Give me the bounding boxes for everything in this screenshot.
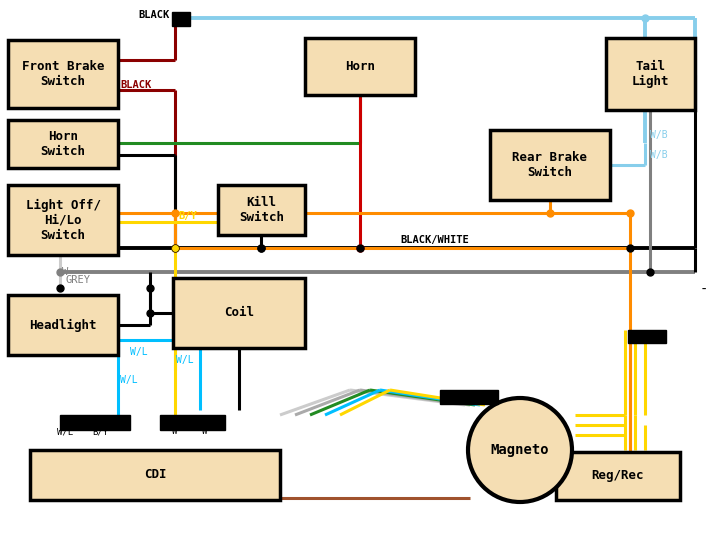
Bar: [628, 330, 666, 343]
Text: BLACK/WHITE: BLACK/WHITE: [400, 235, 469, 245]
Bar: [606, 38, 695, 110]
Text: W/L: W/L: [57, 428, 73, 436]
Text: Reg/Rec: Reg/Rec: [592, 470, 644, 483]
Bar: [8, 295, 118, 355]
Text: W: W: [62, 267, 68, 277]
Text: BLACK: BLACK: [120, 80, 151, 90]
Text: GREY: GREY: [65, 275, 90, 285]
Text: W/L: W/L: [120, 375, 138, 385]
Circle shape: [468, 398, 572, 502]
Text: Rear Brake
Switch: Rear Brake Switch: [513, 151, 588, 179]
Bar: [30, 450, 280, 500]
Text: W: W: [202, 428, 207, 436]
Bar: [160, 415, 225, 430]
Text: W: W: [467, 398, 472, 407]
Bar: [218, 185, 305, 235]
Bar: [172, 12, 190, 26]
Bar: [8, 40, 118, 108]
Bar: [60, 415, 130, 430]
Text: Magneto: Magneto: [491, 443, 549, 457]
Bar: [8, 120, 118, 168]
Bar: [556, 452, 680, 500]
Bar: [173, 278, 305, 348]
Text: -: -: [700, 283, 708, 297]
Bar: [8, 185, 118, 255]
Text: CDI: CDI: [144, 469, 166, 482]
Text: Horn: Horn: [345, 60, 375, 73]
Text: Kill
Switch: Kill Switch: [239, 196, 284, 224]
Text: Coil: Coil: [224, 307, 254, 320]
Text: W/B: W/B: [650, 130, 667, 140]
Text: Headlight: Headlight: [30, 318, 96, 331]
Text: B/Y: B/Y: [178, 211, 197, 221]
Bar: [440, 390, 498, 404]
Bar: [490, 130, 610, 200]
Text: BLACK: BLACK: [138, 10, 169, 20]
Text: W/B: W/B: [650, 150, 667, 160]
Text: Front Brake
Switch: Front Brake Switch: [22, 60, 104, 88]
Text: B/Y: B/Y: [92, 428, 108, 436]
Text: W/L: W/L: [130, 347, 148, 357]
Text: W/L: W/L: [176, 355, 194, 365]
Text: Tail
Light: Tail Light: [631, 60, 670, 88]
Text: W: W: [172, 428, 178, 436]
Text: Horn
Switch: Horn Switch: [40, 130, 86, 158]
Bar: [305, 38, 415, 95]
Text: Light Off/
Hi/Lo
Switch: Light Off/ Hi/Lo Switch: [25, 199, 101, 242]
